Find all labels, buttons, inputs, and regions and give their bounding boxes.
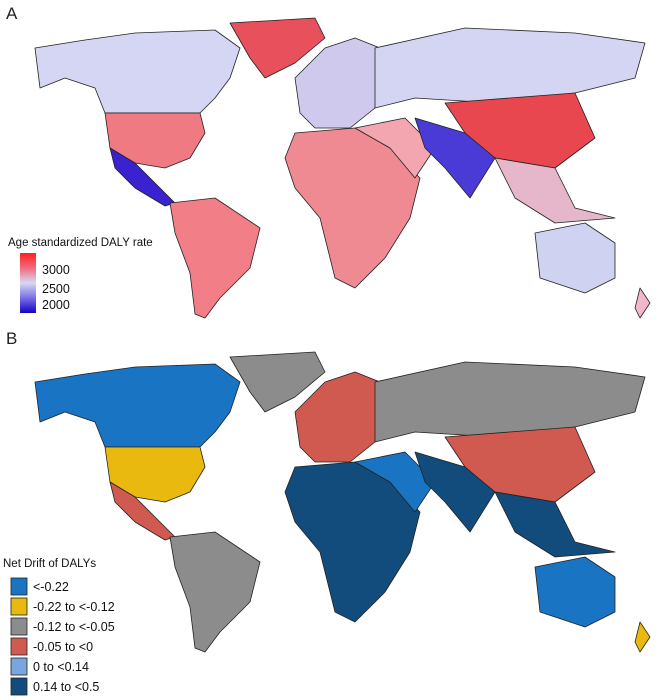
region-new-zealand <box>634 621 651 653</box>
region-south-america <box>169 197 261 319</box>
legend-item-label: 0.14 to <0.5 <box>33 680 99 694</box>
region-new-zealand <box>634 287 651 319</box>
region-middle-east <box>354 117 436 179</box>
region-north-canada <box>34 363 241 448</box>
region-australia <box>534 556 616 628</box>
region-russia-north-asia <box>374 27 646 109</box>
legend-tick: 2500 <box>42 282 70 296</box>
net-drift-map <box>34 351 651 653</box>
region-south-asia <box>414 451 496 533</box>
region-north-canada <box>34 29 241 114</box>
legend-item-label: <-0.22 <box>33 580 69 594</box>
legend-swatch <box>10 577 28 596</box>
legend-swatch <box>10 657 28 676</box>
panel-b-label: B <box>6 329 17 348</box>
region-australia <box>534 222 616 294</box>
legend-item-label: 0 to <0.14 <box>33 660 89 674</box>
legend-swatch <box>10 677 28 696</box>
legend-title: Age standardized DALY rate <box>8 237 153 249</box>
region-south-america <box>169 531 261 653</box>
region-southeast-asia <box>494 491 616 558</box>
legend-tick: 3000 <box>42 263 70 277</box>
daly-rate-legend: Age standardized DALY rate 3000 2500 200… <box>8 237 153 313</box>
panel-a-label: A <box>6 4 18 23</box>
color-scale-bar <box>20 253 36 313</box>
region-russia-north-asia <box>374 361 646 443</box>
legend-swatch <box>10 617 28 636</box>
region-greenland <box>229 17 326 79</box>
legend-swatch <box>10 597 28 616</box>
legend-tick: 2000 <box>42 298 70 312</box>
legend-swatch <box>10 637 28 656</box>
region-southeast-asia <box>494 157 616 224</box>
legend-item-label: -0.22 to <-0.12 <box>33 600 115 614</box>
region-greenland <box>229 351 326 413</box>
legend-item-label: -0.12 to <-0.05 <box>33 620 115 634</box>
net-drift-legend: Net Drift of DALYs <-0.22 -0.22 to <-0.12… <box>3 558 115 696</box>
legend-item-label: -0.05 to <0 <box>33 640 93 654</box>
legend-title: Net Drift of DALYs <box>3 558 96 570</box>
region-south-asia <box>414 117 496 199</box>
daly-rate-map <box>34 17 651 319</box>
region-middle-east <box>354 451 436 513</box>
